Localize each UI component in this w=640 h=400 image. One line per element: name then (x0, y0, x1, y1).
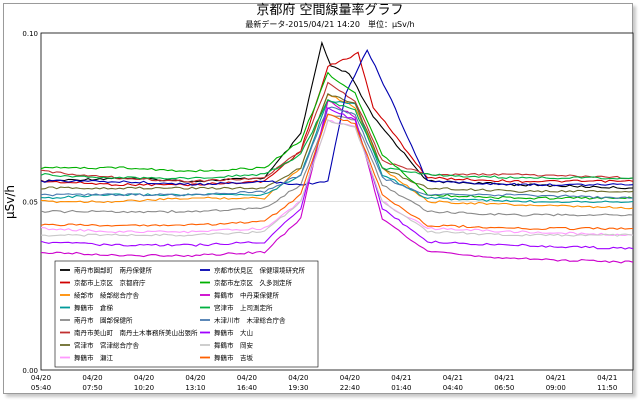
series-line (40, 99, 634, 264)
x-tick-date: 04/20 (288, 374, 308, 382)
y-tick-label: 0.05 (22, 199, 38, 207)
y-tick-label: 0.10 (22, 30, 38, 38)
legend-entry: 木津川市 木津総合庁舎 (214, 316, 286, 325)
legend-entry: 京都市伏見区 保健環境研究所 (214, 266, 306, 275)
series-line (40, 106, 634, 199)
x-tick-date: 04/21 (597, 374, 617, 382)
series-line (41, 118, 634, 237)
legend-entry: 宮津市 宮津総合庁舎 (74, 341, 140, 350)
legend-entry: 京都市左京区 久多測定所 (214, 278, 293, 287)
legend-entry: 綾部市 綾部総合庁舎 (74, 291, 140, 300)
legend-entry: 舞鶴市 倉梯 (74, 303, 114, 312)
x-tick-time: 07:50 (82, 384, 102, 392)
series-line (40, 71, 634, 200)
x-tick-time: 22:40 (340, 384, 360, 392)
x-tick-time: 16:40 (237, 384, 257, 392)
legend-entry: 舞鶴市 岡安 (214, 341, 254, 350)
x-tick-date: 04/21 (546, 374, 566, 382)
x-tick-time: 06:50 (494, 384, 514, 392)
legend-box (54, 260, 319, 368)
x-tick-time: 05:40 (31, 384, 51, 392)
x-tick-date: 04/21 (443, 374, 463, 382)
x-tick-date: 04/20 (340, 374, 360, 382)
legend-entry: 舞鶴市 吉坂 (214, 353, 254, 362)
series-line (40, 113, 634, 231)
x-tick-time: 11:50 (597, 384, 617, 392)
y-tick-label: 0.00 (22, 367, 38, 375)
y-tick-labels: 0.00 0.05 0.10 (22, 30, 38, 375)
x-tick-date: 04/21 (494, 374, 514, 382)
x-tick-time: 09:00 (546, 384, 566, 392)
x-tick-time: 19:30 (288, 384, 308, 392)
legend-entry: 宮津市 上司測定所 (214, 303, 273, 312)
legend-entry: 南丹市美山町 南丹土木事務所美山出張所 (74, 328, 198, 337)
series-line (40, 106, 634, 250)
x-tick-date: 04/20 (185, 374, 205, 382)
legend-entry: 舞鶴市 中丹東保健所 (214, 291, 280, 300)
series-lines (40, 40, 634, 264)
x-tick-time: 01:40 (391, 384, 411, 392)
legend-entry: 舞鶴市 大山 (214, 328, 253, 337)
x-tick-date: 04/20 (31, 374, 51, 382)
x-tick-time: 13:10 (185, 384, 205, 392)
legend-entry: 南丹市園部町 南丹保健所 (74, 266, 153, 275)
x-tick-date: 04/21 (391, 374, 411, 382)
series-line (40, 81, 634, 183)
x-tick-time: 10:20 (134, 384, 154, 392)
series-line (40, 51, 634, 187)
chart-title: 京都府 空間線量率グラフ (256, 2, 403, 18)
x-tick-date: 04/20 (82, 374, 102, 382)
series-line (40, 99, 634, 180)
y-axis-label: μSv/h (3, 185, 17, 219)
legend-entry: 南丹市 園部保健所 (74, 316, 133, 325)
series-line (40, 120, 634, 237)
chart-subtitle: 最新データ-2015/04/21 14:20 単位：μSv/h (245, 19, 414, 29)
series-line (40, 93, 634, 210)
x-tick-time: 04:40 (443, 384, 463, 392)
x-tick-labels: 04/20 05:40 04/20 07:50 04/20 10:20 04/20 13:10… (31, 374, 617, 392)
series-line (40, 93, 634, 193)
x-tick-date: 04/20 (134, 374, 154, 382)
legend-entry: 舞鶴市 瀬江 (74, 353, 114, 362)
x-tick-date: 04/20 (237, 374, 257, 382)
legend-entry: 京都市上京区 京都府庁 (74, 278, 146, 287)
series-line (40, 113, 634, 217)
series-line (40, 48, 634, 187)
